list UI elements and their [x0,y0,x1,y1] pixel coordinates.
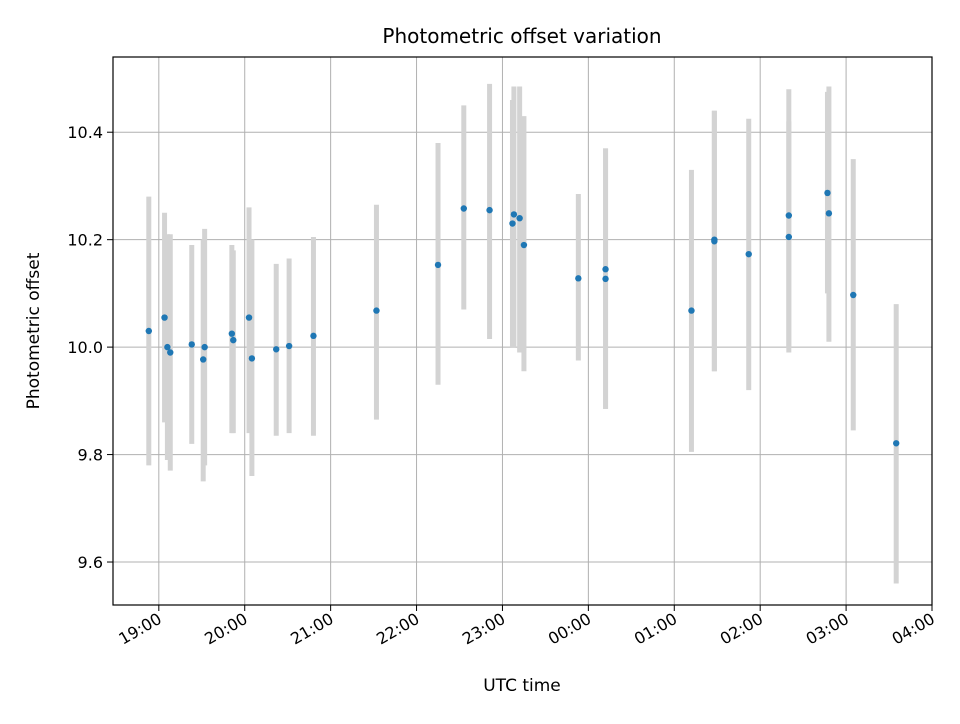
data-point [188,341,195,348]
data-point [273,346,280,353]
y-tick-label: 9.8 [78,446,103,465]
data-point [602,275,609,283]
data-point [285,342,293,350]
data-point [745,250,752,258]
data-point [167,349,174,356]
data-point [230,336,237,344]
data-point [145,327,152,335]
data-point [164,343,171,351]
data-point [373,307,380,314]
data-point [824,189,831,197]
y-tick-label: 10.2 [67,231,103,250]
data-point [460,205,467,212]
data-point [201,343,208,351]
data-point [850,291,857,299]
data-point [711,238,718,245]
y-axis-label: Photometric offset [24,252,44,409]
data-point [893,440,900,447]
data-point [516,214,523,222]
data-point [510,211,518,218]
data-point [509,220,516,227]
y-tick-label: 9.6 [78,553,103,572]
data-point [785,212,793,219]
x-axis-label: UTC time [483,676,561,696]
y-axis-ticks: 9.6 9.8 10.0 10.2 10.4 [67,123,113,572]
data-point [575,275,582,282]
data-point [161,314,168,321]
data-point [785,233,793,241]
data-points [145,189,900,447]
data-point [520,241,528,249]
data-point [200,356,207,363]
plot-frame [112,56,933,606]
data-point [486,206,493,214]
data-point [310,332,317,340]
data-point [688,307,695,314]
data-point [248,355,256,362]
chart-title: Photometric offset variation [382,24,661,48]
data-point [228,330,236,337]
data-point [434,261,442,269]
data-point [245,314,253,321]
data-point [825,210,833,217]
data-point [602,266,609,273]
y-tick-label: 10.0 [67,338,103,357]
y-tick-label: 10.4 [67,123,103,142]
